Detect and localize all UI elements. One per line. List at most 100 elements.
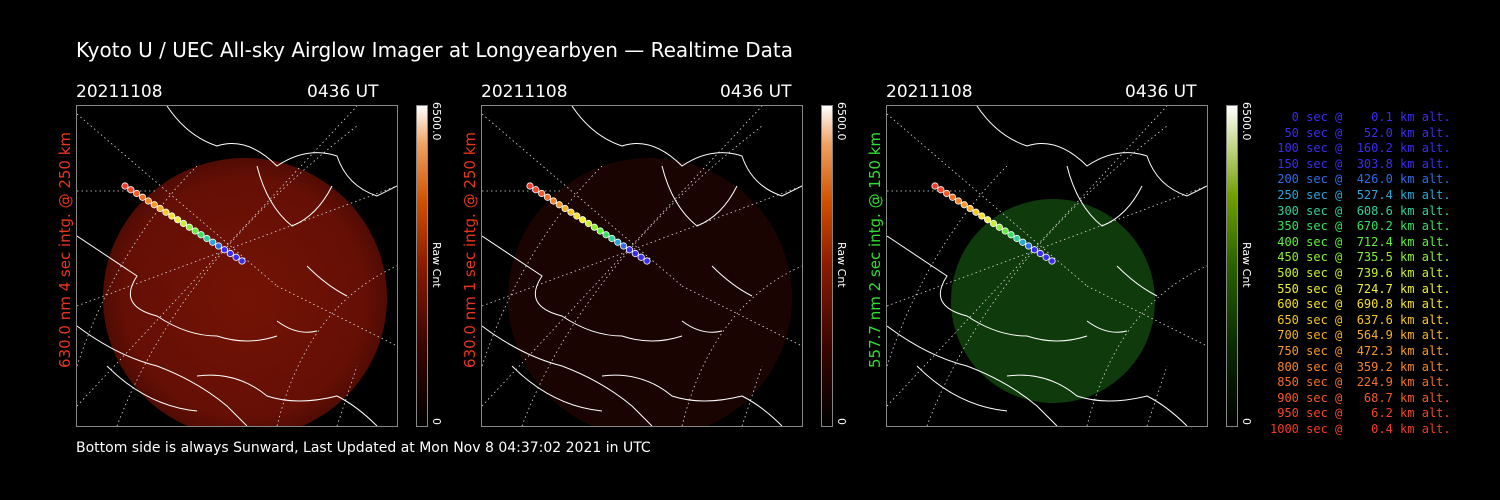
- trajectory-point: [1042, 253, 1050, 261]
- panel-2-colorbar: [821, 105, 833, 427]
- panel-1-map-svg: [76, 105, 398, 438]
- trajectory-point: [966, 204, 974, 213]
- panel-1-colorbar-max: 6500.0: [430, 102, 443, 141]
- panel-3-colorbar-min: 0: [1240, 418, 1253, 425]
- trajectory-point: [972, 208, 980, 216]
- trajectory-point: [978, 212, 986, 220]
- legend-row: 1000 sec @ 0.4 km alt.: [1270, 421, 1451, 436]
- trajectory-point: [543, 193, 552, 201]
- trajectory-point: [984, 216, 992, 224]
- legend-row: 100 sec @ 160.2 km alt.: [1270, 141, 1451, 156]
- trajectory-point: [954, 197, 963, 205]
- trajectory-point: [179, 219, 188, 228]
- panel-1-date: 20211108: [76, 82, 163, 102]
- trajectory-point: [960, 201, 968, 209]
- page-title: Kyoto U / UEC All-sky Airglow Imager at …: [76, 38, 793, 62]
- trajectory-point: [590, 223, 598, 231]
- trajectory-point: [238, 257, 246, 265]
- trajectory-point: [625, 246, 634, 254]
- panel-3-wavelength-label: 557.7 nm 2 sec intg. @ 150 km: [866, 131, 884, 368]
- trajectory-point: [1001, 227, 1009, 235]
- panel-2-time: 0436 UT: [720, 82, 792, 102]
- panel-3-trajectory: [931, 182, 1056, 265]
- trajectory-point: [995, 223, 1003, 231]
- legend-row: 600 sec @ 690.8 km alt.: [1270, 297, 1451, 312]
- trajectory-point: [197, 231, 205, 239]
- panel-2-wavelength-label: 630.0 nm 1 sec intg. @ 250 km: [461, 131, 479, 368]
- panel-3-map-svg: [886, 105, 1208, 427]
- altitude-legend: 0 sec @ 0.1 km alt. 50 sec @ 52.0 km alt…: [1270, 110, 1451, 437]
- trajectory-point: [1013, 234, 1021, 243]
- trajectory-point: [127, 186, 135, 194]
- panel-3-colorbar: [1226, 105, 1238, 427]
- trajectory-point: [937, 186, 945, 194]
- trajectory-point: [538, 189, 546, 198]
- trajectory-point: [579, 216, 587, 224]
- panel-3-colorbar-unit: Raw Cnt: [1240, 242, 1253, 288]
- legend-row: 300 sec @ 608.6 km alt.: [1270, 203, 1451, 218]
- panel-2-colorbar-unit: Raw Cnt: [835, 242, 848, 288]
- panel-2-date: 20211108: [481, 82, 568, 102]
- panel-1-grid: [76, 105, 398, 427]
- legend-row: 150 sec @ 303.8 km alt.: [1270, 156, 1451, 171]
- panel-2-airglow-disk: [508, 158, 792, 438]
- panel-2-allsky-map: [481, 105, 803, 438]
- legend-row: 450 sec @ 735.5 km alt.: [1270, 250, 1451, 265]
- legend-row: 550 sec @ 724.7 km alt.: [1270, 281, 1451, 296]
- trajectory-point: [596, 227, 604, 235]
- panel-3-allsky-map: [886, 105, 1208, 427]
- panel-1-colorbar: [416, 105, 428, 427]
- panel-2-trajectory: [526, 182, 651, 265]
- panel-1-colorbar-min: 0: [430, 418, 443, 425]
- trajectory-point: [567, 208, 575, 216]
- trajectory-point: [185, 223, 193, 231]
- panel-1-airglow-disk: [103, 158, 387, 438]
- legend-row: 350 sec @ 670.2 km alt.: [1270, 219, 1451, 234]
- panel-2-map-svg: [481, 105, 803, 438]
- panel-2-grid: [481, 105, 803, 427]
- trajectory-point: [948, 193, 957, 201]
- panel-1-trajectory: [121, 182, 246, 265]
- trajectory-point: [573, 212, 581, 220]
- trajectory-point: [1036, 249, 1044, 258]
- trajectory-point: [215, 242, 223, 250]
- trajectory-point: [1048, 257, 1056, 265]
- legend-row: 50 sec @ 52.0 km alt.: [1270, 125, 1451, 140]
- trajectory-point: [561, 204, 569, 213]
- legend-row: 250 sec @ 527.4 km alt.: [1270, 187, 1451, 202]
- legend-row: 650 sec @ 637.6 km alt.: [1270, 312, 1451, 327]
- trajectory-point: [931, 182, 939, 190]
- panel-2-colorbar-min: 0: [835, 418, 848, 425]
- legend-row: 750 sec @ 472.3 km alt.: [1270, 343, 1451, 358]
- trajectory-point: [989, 219, 998, 228]
- panel-3-airglow-disk: [951, 199, 1155, 403]
- panel-2-coastlines: [481, 105, 803, 427]
- trajectory-point: [1030, 246, 1039, 254]
- trajectory-point: [162, 208, 170, 216]
- trajectory-point: [526, 182, 534, 190]
- trajectory-point: [584, 219, 593, 228]
- panel-3-date: 20211108: [886, 82, 973, 102]
- panel-1-coastlines: [76, 105, 398, 427]
- trajectory-point: [602, 231, 610, 239]
- legend-row: 850 sec @ 224.9 km alt.: [1270, 375, 1451, 390]
- trajectory-point: [631, 249, 639, 258]
- trajectory-point: [191, 227, 199, 235]
- trajectory-point: [943, 189, 951, 198]
- trajectory-point: [608, 234, 616, 243]
- trajectory-point: [203, 234, 211, 243]
- trajectory-point: [1019, 238, 1027, 246]
- legend-row: 800 sec @ 359.2 km alt.: [1270, 359, 1451, 374]
- legend-row: 900 sec @ 68.7 km alt.: [1270, 390, 1451, 405]
- trajectory-point: [614, 238, 622, 246]
- trajectory-point: [121, 182, 129, 190]
- panel-1-allsky-map: [76, 105, 398, 438]
- trajectory-point: [133, 189, 141, 198]
- trajectory-point: [156, 204, 164, 213]
- trajectory-point: [174, 216, 182, 224]
- trajectory-point: [637, 253, 645, 261]
- trajectory-point: [226, 249, 234, 258]
- trajectory-point: [209, 238, 217, 246]
- trajectory-point: [150, 201, 158, 209]
- panel-2-colorbar-max: 6500.0: [835, 102, 848, 141]
